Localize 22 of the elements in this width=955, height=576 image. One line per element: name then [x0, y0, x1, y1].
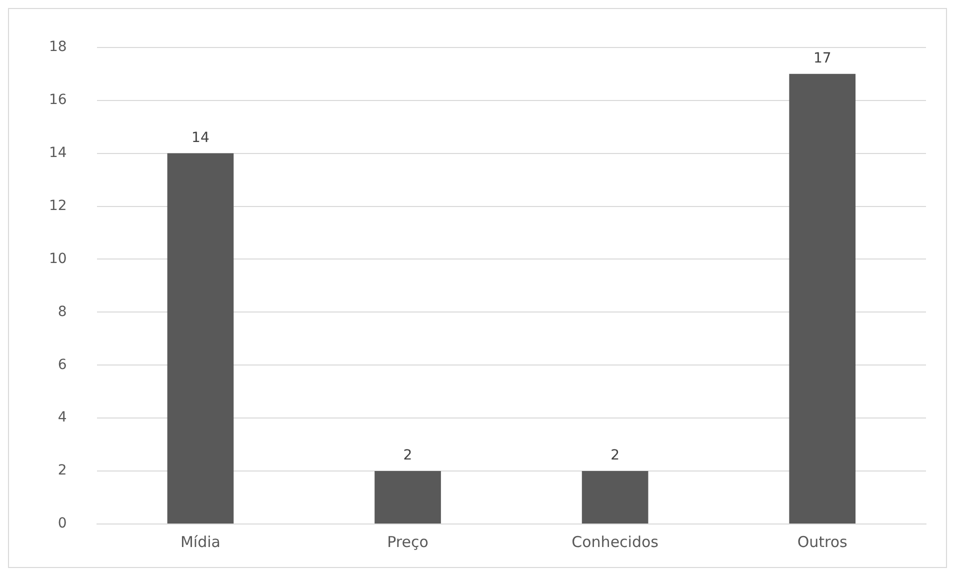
data-label: 2 [403, 448, 412, 464]
y-tick-label: 14 [48, 144, 67, 161]
y-tick-label: 4 [58, 410, 67, 426]
bar [374, 471, 441, 524]
y-tick-label: 8 [58, 304, 67, 320]
y-tick-label: 12 [48, 198, 67, 214]
y-tick-label: 16 [48, 92, 67, 108]
x-tick-label: Mídia [180, 532, 220, 551]
bar [167, 153, 234, 524]
x-tick-label: Conhecidos [572, 532, 659, 551]
y-tick-label: 18 [48, 39, 67, 56]
data-label: 14 [192, 130, 210, 146]
data-label: 17 [813, 50, 832, 67]
y-tick-label: 0 [58, 516, 67, 532]
y-tick-label: 10 [48, 250, 67, 267]
y-tick-label: 6 [58, 356, 67, 373]
y-tick-label: 2 [58, 462, 67, 479]
data-label: 2 [610, 448, 620, 464]
x-tick-label: Preço [387, 532, 428, 551]
bar [789, 74, 856, 524]
x-tick-label: Outros [797, 532, 848, 551]
bar [582, 471, 648, 524]
